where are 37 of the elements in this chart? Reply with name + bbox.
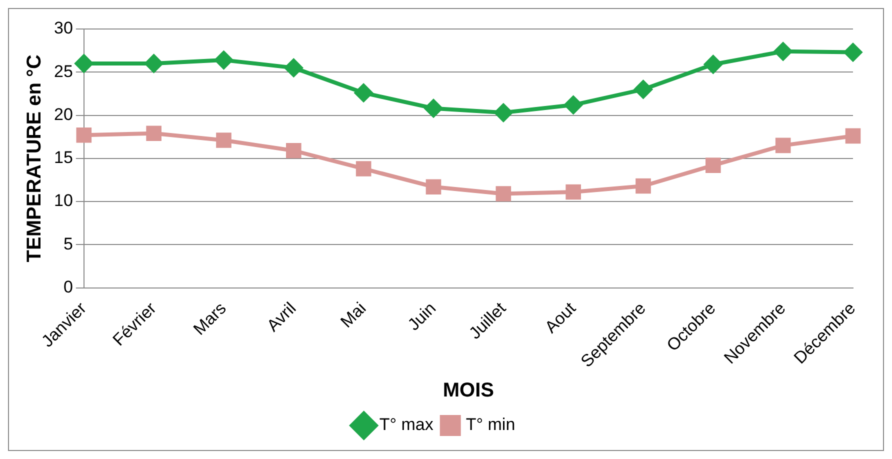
y-tick-label: 30 xyxy=(54,18,73,38)
point xyxy=(144,54,163,73)
x-tick-label: Juin xyxy=(404,298,440,334)
y-tick-label: 20 xyxy=(54,104,73,124)
x-axis-title: MOIS xyxy=(442,380,494,402)
point xyxy=(844,43,862,62)
y-tick-label: 0 xyxy=(63,277,73,296)
point xyxy=(426,179,442,195)
point xyxy=(216,132,232,148)
y-tick-label: 5 xyxy=(63,234,73,254)
point xyxy=(775,138,791,154)
point xyxy=(564,96,582,114)
x-tick-label: Mai xyxy=(336,298,370,332)
point xyxy=(354,84,373,102)
point xyxy=(566,184,581,200)
point xyxy=(496,186,512,202)
point xyxy=(636,178,651,194)
point xyxy=(146,126,162,142)
point xyxy=(284,58,303,77)
point xyxy=(286,142,302,158)
point xyxy=(214,51,233,70)
point xyxy=(845,128,861,144)
y-axis-title: TEMPERATURE en °C xyxy=(24,54,46,262)
legend-label: T° min xyxy=(466,415,516,434)
point xyxy=(76,127,92,143)
y-tick-label: 10 xyxy=(54,191,73,210)
y-tick-label: 25 xyxy=(54,62,73,81)
y-tick-label: 15 xyxy=(54,148,73,168)
point xyxy=(704,55,722,74)
point xyxy=(494,104,512,122)
point xyxy=(424,99,442,118)
point xyxy=(774,42,792,60)
point xyxy=(74,54,93,73)
point xyxy=(356,161,372,176)
point xyxy=(706,158,721,173)
point xyxy=(634,80,652,98)
legend-label: T° max xyxy=(379,415,434,434)
